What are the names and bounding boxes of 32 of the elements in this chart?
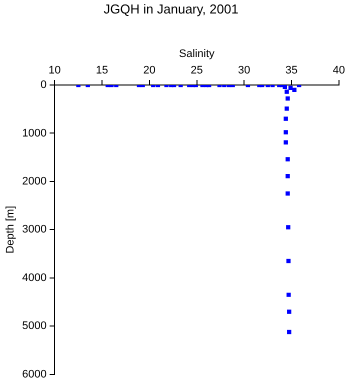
point <box>286 292 291 297</box>
y-axis-title: Depth [m] <box>4 206 17 254</box>
x-tick-label: 15 <box>96 64 108 76</box>
point <box>292 88 296 92</box>
point <box>286 225 290 230</box>
y-tick-label: 6000 <box>22 368 47 380</box>
x-tick-label: 40 <box>332 64 346 76</box>
point <box>286 174 290 178</box>
point <box>284 106 289 111</box>
y-tick-label: 3000 <box>22 224 47 236</box>
x-tick-label: 20 <box>143 64 156 76</box>
chart-title: JGQH in January, 2001 <box>104 1 238 16</box>
x-tick-label: 10 <box>48 64 61 76</box>
point <box>286 157 290 162</box>
point <box>286 191 290 196</box>
x-tick-label: 30 <box>238 64 250 76</box>
point <box>282 85 288 90</box>
x-tick-label: 25 <box>190 64 203 76</box>
y-tick-label: 1000 <box>22 127 47 140</box>
point <box>287 330 292 334</box>
x-axis-title: Salinity <box>179 48 215 60</box>
point <box>286 96 290 101</box>
y-tick-label: 0 <box>40 79 47 92</box>
y-tick-label: 4000 <box>22 272 47 284</box>
point <box>284 116 288 121</box>
y-tick-label: 2000 <box>22 176 47 188</box>
y-tick-label: 5000 <box>22 320 47 332</box>
x-tick-label: 35 <box>285 64 298 76</box>
point <box>284 130 288 134</box>
point <box>284 90 289 94</box>
point <box>287 310 292 314</box>
point <box>284 140 288 145</box>
